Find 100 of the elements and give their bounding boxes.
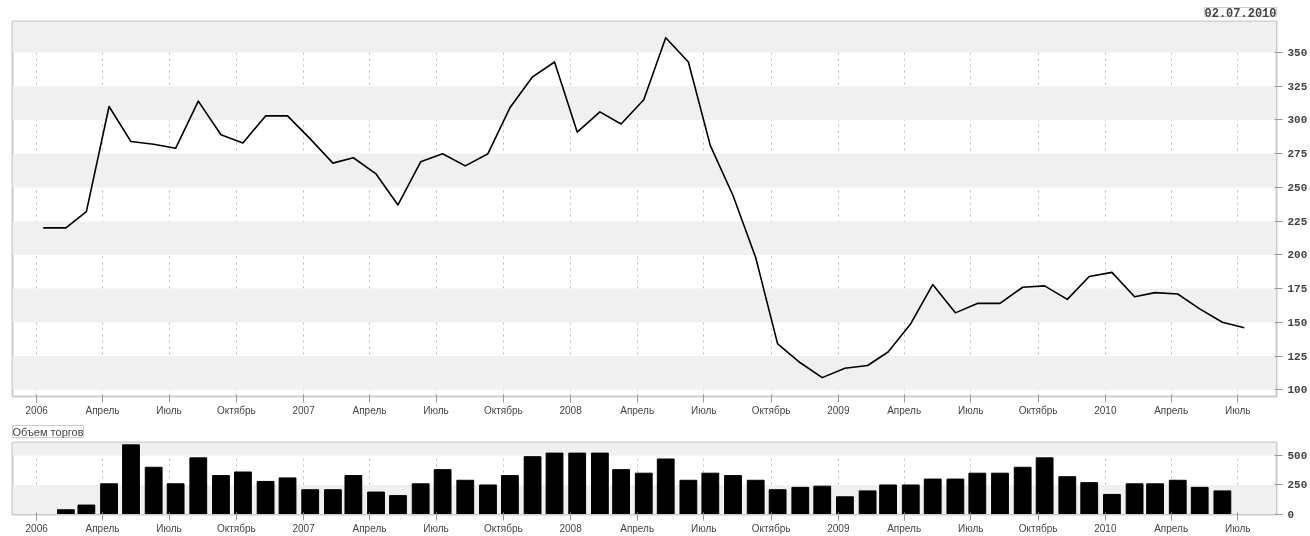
bar xyxy=(724,475,742,515)
x-tick-label: 2007 xyxy=(292,522,316,534)
bar xyxy=(433,469,452,515)
bar xyxy=(634,472,653,515)
bar xyxy=(122,444,140,515)
y-tick-label: 350 xyxy=(1287,47,1308,60)
x-tick-label: 2007 xyxy=(292,404,316,416)
y-tick-label: 100 xyxy=(1287,384,1308,397)
x-tick-label: 2010 xyxy=(1094,522,1117,534)
x-tick-label: Июль xyxy=(423,522,449,534)
bar xyxy=(100,483,118,515)
chart-title: Объем торгов xyxy=(12,425,84,438)
y-tick-label: 0 xyxy=(1287,509,1295,521)
bar xyxy=(57,509,75,515)
bar xyxy=(189,457,208,515)
x-tick-label: Июль xyxy=(957,522,984,534)
x-tick-label: Апрель xyxy=(620,522,655,534)
x-tick-label: Апрель xyxy=(85,404,120,416)
bar xyxy=(456,479,475,515)
bar xyxy=(545,452,564,515)
y-tick-label: 250 xyxy=(1287,479,1308,492)
bar xyxy=(256,480,275,515)
bar xyxy=(479,484,497,515)
x-tick-label: Октябрь xyxy=(216,522,256,534)
bar xyxy=(923,478,942,515)
bar xyxy=(1080,482,1099,515)
bar xyxy=(1103,493,1121,515)
x-tick-label: 2009 xyxy=(827,522,850,534)
bar xyxy=(791,486,810,515)
bar xyxy=(278,477,297,515)
bar xyxy=(501,475,519,515)
x-tick-label: Апрель xyxy=(352,404,387,416)
bar xyxy=(367,491,385,515)
bar xyxy=(746,479,765,515)
x-tick-label: Октябрь xyxy=(1018,522,1058,534)
x-tick-label: 2006 xyxy=(25,404,49,416)
bar xyxy=(879,484,897,515)
x-tick-label: Апрель xyxy=(352,522,387,534)
bar xyxy=(389,495,407,515)
x-tick-label: Июль xyxy=(690,404,717,416)
x-tick-label: Июль xyxy=(957,404,984,416)
x-tick-label: Июль xyxy=(423,404,449,416)
x-tick-label: Июль xyxy=(1224,404,1251,416)
x-tick-label: Октябрь xyxy=(751,404,791,416)
line-series xyxy=(42,36,1246,379)
x-tick-label: Июль xyxy=(1224,522,1251,534)
x-tick-label: 2008 xyxy=(559,522,583,534)
x-tick-label: Октябрь xyxy=(216,404,256,416)
bar xyxy=(344,475,363,515)
x-tick-label: Июль xyxy=(156,522,182,534)
bar xyxy=(1125,483,1144,515)
bar xyxy=(701,472,720,515)
bar xyxy=(1213,490,1232,515)
x-tick-label: Июль xyxy=(690,522,717,534)
bar xyxy=(656,458,675,515)
bar xyxy=(1013,466,1032,515)
x-tick-label: Апрель xyxy=(1154,522,1189,534)
x-tick-label: Апрель xyxy=(887,404,922,416)
bar xyxy=(523,456,542,515)
bar xyxy=(991,472,1009,515)
bar xyxy=(946,478,965,515)
x-tick-label: Июль xyxy=(156,404,182,416)
x-tick-label: Апрель xyxy=(85,522,120,534)
x-tick-label: Октябрь xyxy=(483,404,523,416)
bar xyxy=(144,466,163,515)
y-tick-label: 150 xyxy=(1287,316,1308,329)
bar xyxy=(1058,476,1077,515)
bar xyxy=(968,472,987,515)
x-tick-label: 2010 xyxy=(1094,404,1117,416)
bar xyxy=(77,504,96,515)
x-tick-label: 2009 xyxy=(827,404,850,416)
y-tick-label: 200 xyxy=(1287,249,1308,262)
x-tick-label: Апрель xyxy=(1154,404,1189,416)
bar xyxy=(813,485,832,515)
y-tick-label: 225 xyxy=(1287,215,1308,228)
x-tick-label: Октябрь xyxy=(1018,404,1058,416)
chart-subtitle: 02.07.2010 xyxy=(1204,6,1277,21)
x-tick-label: Апрель xyxy=(887,522,922,534)
x-tick-label: Апрель xyxy=(620,404,655,416)
bar xyxy=(1146,483,1164,515)
x-tick-label: 2006 xyxy=(25,522,49,534)
bar xyxy=(590,452,609,515)
bar xyxy=(323,489,342,515)
y-tick-label: 325 xyxy=(1287,80,1308,93)
bar xyxy=(679,479,698,515)
bar xyxy=(234,471,252,515)
bar xyxy=(166,483,185,515)
bar xyxy=(1168,479,1187,515)
y-tick-label: 500 xyxy=(1287,449,1308,462)
bar xyxy=(612,469,630,515)
x-tick-label: Октябрь xyxy=(483,522,523,534)
y-tick-label: 300 xyxy=(1287,114,1308,127)
y-tick-label: 250 xyxy=(1287,181,1308,194)
bar xyxy=(858,490,877,515)
y-tick-label: 125 xyxy=(1287,350,1308,363)
bar xyxy=(212,475,230,515)
bar xyxy=(1190,486,1209,515)
bar xyxy=(411,483,430,515)
bar xyxy=(901,484,920,515)
y-tick-label: 175 xyxy=(1287,283,1308,296)
